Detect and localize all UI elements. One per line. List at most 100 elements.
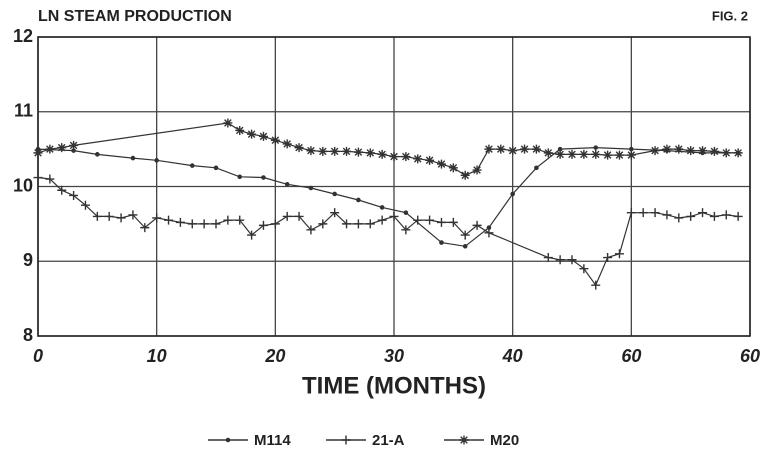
marker: [187, 219, 197, 229]
marker: [721, 148, 731, 158]
marker-shape: [650, 208, 660, 218]
marker: [626, 150, 636, 160]
x-tick-label: 40: [502, 346, 523, 366]
marker: [258, 220, 268, 230]
marker: [459, 435, 469, 445]
marker: [389, 211, 399, 221]
marker-shape: [33, 148, 43, 158]
marker: [425, 155, 435, 165]
marker: [140, 223, 150, 233]
marker: [534, 165, 539, 171]
marker-shape: [128, 210, 138, 220]
marker-shape: [520, 144, 530, 154]
marker-shape: [199, 219, 209, 229]
marker: [413, 154, 423, 164]
marker: [353, 147, 363, 157]
marker-shape: [152, 213, 162, 223]
marker: [225, 437, 231, 443]
marker: [330, 208, 340, 218]
marker: [614, 249, 624, 259]
marker-shape: [57, 185, 67, 195]
marker: [674, 213, 684, 223]
marker-shape: [189, 163, 195, 168]
marker-shape: [306, 225, 316, 235]
marker: [448, 163, 458, 173]
marker: [591, 149, 601, 159]
marker-shape: [353, 147, 363, 157]
marker-shape: [626, 150, 636, 160]
marker: [709, 146, 719, 156]
marker-shape: [294, 211, 304, 221]
marker-shape: [353, 219, 363, 229]
marker: [579, 149, 589, 159]
marker: [164, 215, 174, 225]
marker: [211, 219, 221, 229]
marker: [567, 255, 577, 265]
marker: [104, 211, 114, 221]
marker-shape: [413, 215, 423, 225]
marker: [733, 148, 743, 158]
marker: [356, 197, 361, 203]
marker: [472, 165, 482, 175]
marker: [306, 225, 316, 235]
marker-shape: [650, 146, 660, 156]
marker: [686, 211, 696, 221]
marker-shape: [92, 211, 102, 221]
marker-shape: [140, 223, 150, 233]
marker: [510, 191, 515, 197]
legend-label: M114: [254, 432, 291, 449]
y-tick-label: 8: [23, 325, 33, 345]
marker: [460, 230, 470, 240]
marker-shape: [332, 191, 337, 197]
marker-shape: [591, 280, 601, 290]
marker-shape: [284, 181, 290, 187]
marker: [629, 146, 634, 152]
marker: [436, 159, 446, 169]
marker: [45, 174, 55, 184]
marker-shape: [401, 152, 411, 162]
plot-frame: [37, 36, 751, 337]
marker: [439, 240, 444, 245]
marker: [733, 211, 743, 221]
marker: [484, 144, 494, 154]
marker: [235, 125, 245, 135]
marker-shape: [45, 144, 55, 154]
marker-shape: [439, 240, 444, 245]
marker: [270, 135, 280, 145]
marker-shape: [460, 170, 470, 180]
marker: [603, 253, 613, 263]
marker: [555, 149, 565, 159]
marker-shape: [686, 146, 696, 156]
marker: [674, 144, 684, 154]
marker-shape: [614, 249, 624, 259]
legend-label: 21-A: [372, 432, 405, 449]
figure-label: FIG. 2: [712, 8, 748, 23]
marker-shape: [261, 175, 266, 180]
legend-label: M20: [490, 432, 519, 449]
marker: [721, 210, 731, 220]
marker-shape: [496, 144, 506, 154]
marker-shape: [448, 217, 458, 227]
marker: [508, 146, 518, 156]
marker: [318, 146, 328, 156]
marker-shape: [294, 143, 304, 153]
marker-shape: [508, 146, 518, 156]
y-tick-label: 10: [13, 175, 33, 195]
marker-shape: [80, 200, 90, 210]
marker: [614, 150, 624, 160]
marker-shape: [629, 146, 634, 152]
marker-shape: [413, 154, 423, 164]
marker: [579, 264, 589, 274]
marker: [318, 219, 328, 229]
marker-shape: [674, 213, 684, 223]
marker: [462, 243, 468, 249]
marker-shape: [45, 174, 55, 184]
marker: [258, 131, 268, 141]
marker: [332, 191, 337, 197]
marker-shape: [425, 155, 435, 165]
marker-shape: [33, 173, 43, 183]
marker-shape: [698, 208, 708, 218]
marker: [152, 213, 162, 223]
marker-shape: [733, 148, 743, 158]
